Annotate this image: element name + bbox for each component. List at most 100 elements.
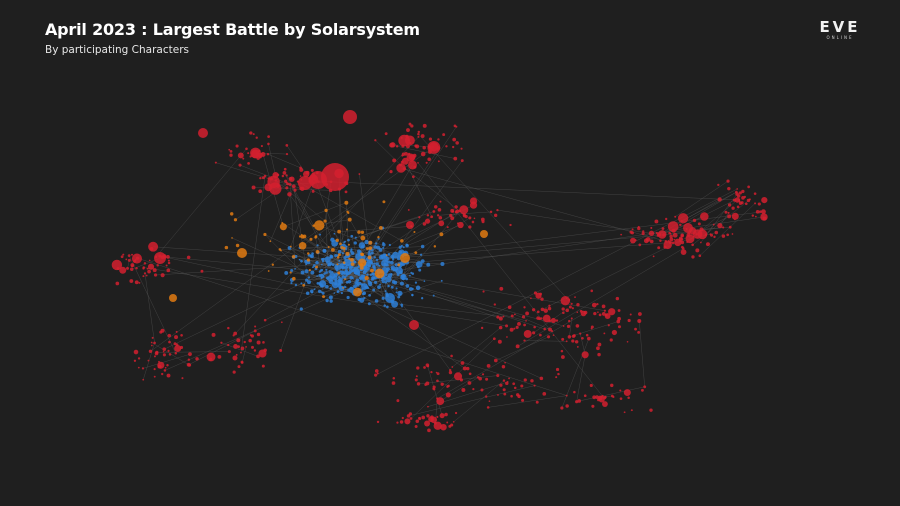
solar-system-node xyxy=(291,254,296,259)
solar-system-node xyxy=(338,259,341,262)
solar-system-node xyxy=(641,231,645,236)
stargate-connection xyxy=(561,338,590,409)
solar-system-node xyxy=(343,272,346,275)
stargate-connection xyxy=(369,280,442,304)
eve-online-logo: EVE ONLINE xyxy=(812,20,868,41)
solar-system-node xyxy=(298,235,302,238)
solar-system-node xyxy=(130,267,134,272)
solar-system-node xyxy=(328,261,333,266)
solar-system-node xyxy=(318,280,327,288)
solar-system-node xyxy=(446,421,449,424)
solar-system-node xyxy=(358,242,366,249)
solar-system-node xyxy=(344,190,348,194)
solar-system-node xyxy=(506,336,508,338)
stargate-connection xyxy=(143,267,507,327)
stargate-connection xyxy=(355,232,690,262)
stargate-connection xyxy=(188,330,256,366)
solar-system-node xyxy=(247,152,250,155)
solar-system-node xyxy=(360,235,366,241)
solar-system-node xyxy=(598,396,605,403)
solar-system-node xyxy=(317,289,322,294)
solar-system-node xyxy=(712,223,715,226)
solar-system-node xyxy=(122,253,125,256)
solar-system-node xyxy=(607,324,610,327)
solar-system-node xyxy=(243,340,246,344)
stargate-connection xyxy=(402,210,460,279)
solar-system-node xyxy=(235,353,238,356)
solar-system-node xyxy=(630,237,636,244)
solar-system-node xyxy=(416,382,421,386)
solar-system-node xyxy=(746,198,751,203)
solar-system-node xyxy=(415,260,423,268)
solar-system-node xyxy=(311,189,315,193)
solar-system-node xyxy=(355,266,359,270)
solar-system-node xyxy=(414,425,418,429)
stargate-connection xyxy=(164,277,375,371)
solar-system-node xyxy=(328,295,333,300)
solar-system-node xyxy=(617,325,622,329)
solar-system-node xyxy=(714,230,719,235)
solar-system-node xyxy=(231,237,233,239)
solar-system-node xyxy=(486,406,490,409)
solar-system-node xyxy=(348,266,353,270)
solar-system-node xyxy=(734,197,741,203)
solar-system-node xyxy=(451,366,454,368)
stargate-connection xyxy=(488,395,567,408)
logo-main-text: EVE xyxy=(819,18,861,36)
solar-system-node xyxy=(168,340,171,344)
solar-system-node xyxy=(133,349,139,355)
solar-system-node xyxy=(336,263,339,266)
solar-system-node xyxy=(327,246,330,248)
solar-system-node xyxy=(260,144,263,148)
solar-system-node xyxy=(523,339,526,342)
solar-system-node xyxy=(515,344,520,349)
solar-system-node xyxy=(167,333,172,338)
solar-system-node xyxy=(364,239,369,245)
solar-system-node xyxy=(437,138,440,141)
solar-system-node xyxy=(237,152,244,159)
solar-system-node xyxy=(413,165,417,169)
solar-system-node xyxy=(673,238,676,241)
solar-system-node xyxy=(342,287,344,289)
stargate-connection xyxy=(524,340,567,342)
solar-system-node xyxy=(448,370,453,375)
solar-system-node xyxy=(387,273,393,278)
solar-system-node xyxy=(153,368,156,371)
solar-system-node xyxy=(324,256,331,263)
solar-system-node xyxy=(125,258,128,261)
solar-system-node xyxy=(568,319,571,323)
solar-system-node xyxy=(353,261,357,264)
solar-system-node xyxy=(290,281,293,285)
stargate-connection xyxy=(371,149,439,251)
solar-system-node xyxy=(240,360,244,364)
solar-system-node xyxy=(174,344,182,353)
solar-system-node xyxy=(439,413,445,419)
solar-system-node xyxy=(240,351,242,354)
solar-system-node xyxy=(220,341,223,344)
solar-system-node xyxy=(619,389,622,392)
solar-system-node xyxy=(266,152,270,156)
solar-system-node xyxy=(415,375,418,378)
solar-system-node xyxy=(641,388,644,392)
solar-system-node xyxy=(597,342,602,347)
solar-system-node xyxy=(540,297,544,301)
solar-system-node xyxy=(717,183,720,187)
solar-system-node xyxy=(325,298,329,303)
solar-system-node xyxy=(347,238,350,242)
solar-system-node xyxy=(438,220,445,227)
solar-system-node xyxy=(603,309,607,312)
solar-system-node xyxy=(328,279,334,285)
solar-system-node xyxy=(493,358,498,363)
solar-system-node xyxy=(267,270,270,272)
stargate-connections xyxy=(127,126,765,424)
solar-system-node xyxy=(421,297,424,300)
solar-system-node xyxy=(517,321,521,326)
solar-system-node xyxy=(358,281,362,286)
stargate-connection xyxy=(221,342,259,357)
solar-system-node xyxy=(392,376,396,380)
solar-system-node xyxy=(353,287,362,297)
solar-system-node xyxy=(561,307,565,311)
solar-system-node xyxy=(309,237,313,241)
solar-system-node xyxy=(596,302,599,306)
solar-system-node xyxy=(530,379,534,383)
